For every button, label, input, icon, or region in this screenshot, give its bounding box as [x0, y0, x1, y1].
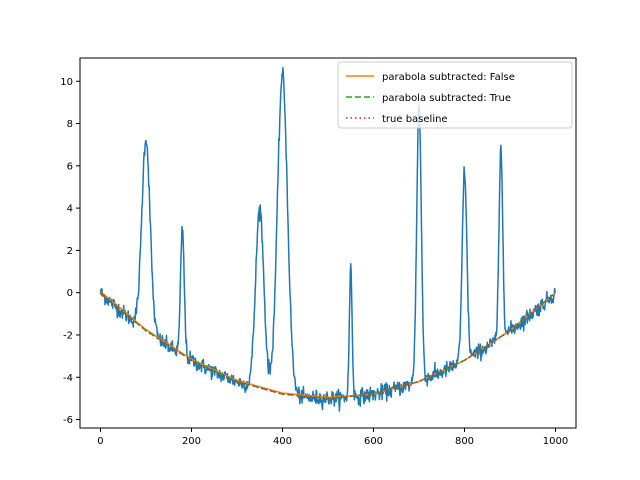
legend-box [337, 61, 573, 129]
legend-label: parabola subtracted: False [382, 72, 515, 83]
series-line-2 [99, 292, 557, 400]
y-tick-label: 6 [67, 161, 73, 172]
y-tick-label: -6 [63, 415, 73, 426]
axes-frame [79, 57, 577, 429]
y-tick-label: 8 [67, 119, 73, 130]
legend-label: true baseline [382, 114, 448, 125]
y-tick-label: -4 [63, 373, 73, 384]
y-axis: -6 -4 -2 0 2 4 6 8 10 [60, 77, 80, 426]
legend-label: parabola subtracted: True [382, 93, 511, 104]
x-axis: 0 200 400 600 800 1000 [97, 428, 568, 447]
x-tick-label: 0 [97, 436, 103, 447]
y-tick-label: 2 [67, 246, 73, 257]
series-layer [99, 291, 557, 400]
x-tick-label: 600 [364, 436, 383, 447]
y-tick-label: 0 [67, 288, 73, 299]
x-tick-label: 200 [182, 436, 201, 447]
y-tick-label: 4 [67, 204, 73, 215]
x-tick-label: 400 [273, 436, 292, 447]
x-tick-label: 800 [455, 436, 474, 447]
legend: parabola subtracted: False parabola subtr… [337, 61, 573, 129]
y-tick-label: -2 [63, 330, 73, 341]
y-tick-label: 10 [60, 77, 73, 88]
x-tick-label: 1000 [543, 436, 568, 447]
